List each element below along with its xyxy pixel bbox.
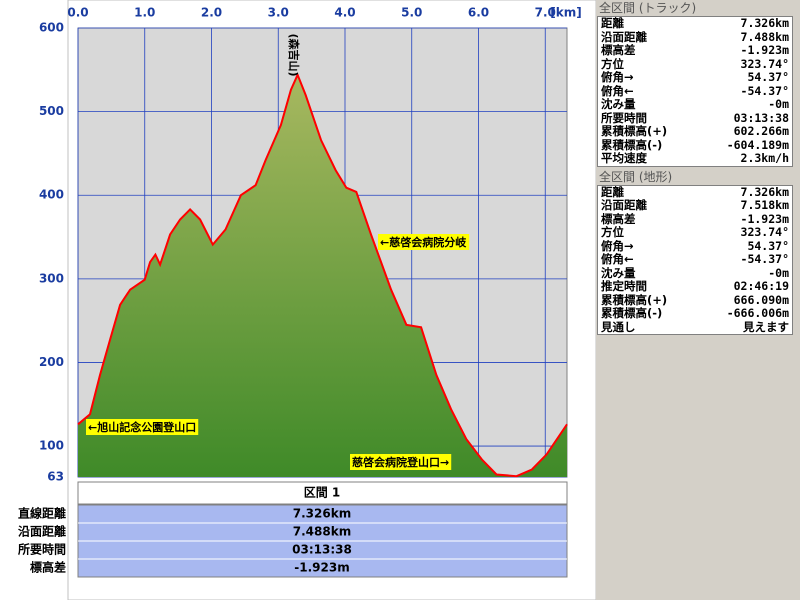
panel-label: 俯角→ — [601, 70, 634, 85]
panel-value: 602.266m — [733, 124, 789, 139]
annotation: 慈啓会病院登山口→ — [352, 455, 449, 469]
panel-label: 俯角← — [601, 252, 634, 267]
panel-value: 54.37° — [747, 238, 789, 253]
panel-label: 距離 — [601, 16, 624, 31]
y-tick-label: 100 — [39, 439, 64, 453]
panel-label: 累積標高(+) — [601, 292, 668, 307]
x-unit: [km] — [550, 6, 581, 20]
panel-label: 標高差 — [601, 211, 636, 226]
panel-label: 所要時間 — [601, 110, 647, 125]
panel-value: 03:13:38 — [733, 110, 789, 125]
panel-value: 2.3km/h — [740, 151, 789, 166]
section-value: 7.488km — [293, 525, 351, 539]
chart: 600 500 400 300 200 100 63 0.0 1.0 2.0 3.0 4.0 5.0 6.… — [0, 0, 596, 600]
panel-value: 666.090m — [733, 292, 789, 307]
y-tick-label: 63 — [47, 470, 64, 484]
panel-value: -54.37° — [740, 252, 789, 267]
panel-label: 俯角← — [601, 83, 634, 98]
panel-value: -604.189m — [726, 137, 789, 152]
x-tick-label: 2.0 — [201, 6, 222, 20]
annotation: ←旭山記念公園登山口 — [88, 420, 196, 434]
side-panel: 全区間 (トラック) 距離 7.326km 沿面距離 7.488km 標高差 -1.923m… — [597, 0, 797, 337]
panel-value: 323.74° — [740, 225, 789, 240]
panel-value: 02:46:19 — [733, 279, 789, 294]
section-header — [77, 481, 568, 505]
panel-value: 323.74° — [740, 56, 789, 71]
panel-value: -1.923m — [740, 43, 789, 58]
section-title: 区間 1 — [304, 486, 341, 500]
x-tick-label: 5.0 — [401, 6, 422, 20]
section-label: 所要時間 — [18, 542, 66, 557]
panel-value: 7.488km — [740, 29, 789, 44]
x-tick-label: 1.0 — [134, 6, 155, 20]
panel-title: 全区間 (地形) — [599, 169, 673, 184]
panel-label: 沿面距離 — [601, 198, 647, 213]
annotation-box — [350, 454, 452, 470]
panel-label: 沈み量 — [601, 97, 636, 112]
section-label: 直線距離 — [18, 506, 66, 521]
peak-label: (森吉山) — [287, 33, 301, 76]
panel-value: 7.518km — [740, 198, 789, 213]
frame — [67, 0, 596, 600]
panel-table: 距離 7.326km 沿面距離 7.518km 標高差 -1.923m 方位 323.74° 俯… — [597, 184, 793, 335]
panel-label: 標高差 — [601, 43, 636, 58]
panel-value: -0m — [768, 265, 789, 280]
y-tick-label: 600 — [39, 21, 64, 35]
elevation-area — [78, 74, 567, 478]
panel-label: 累積標高(+) — [601, 124, 668, 139]
section-value: -1.923m — [294, 561, 349, 575]
elevation-line — [77, 72, 568, 478]
annotation-box — [86, 419, 199, 435]
panel-value: 7.326km — [740, 16, 789, 31]
x-tick-label: 6.0 — [468, 6, 489, 20]
annotation: ←慈啓会病院分岐 — [380, 235, 467, 249]
panel-value: -1.923m — [740, 211, 789, 226]
panel-value: 7.326km — [740, 184, 789, 199]
panel-label: 俯角→ — [601, 238, 634, 253]
panel-label: 方位 — [601, 56, 624, 71]
panel-value: -666.006m — [726, 306, 789, 321]
panel-label: 平均速度 — [601, 151, 647, 166]
panel-value: -0m — [768, 97, 789, 112]
panel-label: 見通し — [601, 319, 636, 334]
panel-label: 沈み量 — [601, 265, 636, 280]
section-label: 沿面距離 — [17, 524, 66, 539]
annotation-box — [378, 234, 470, 250]
x-tick-label: 3.0 — [268, 6, 289, 20]
x-tick-label: 7.0 — [535, 6, 556, 20]
section-label: 標高差 — [30, 560, 66, 575]
section-value: 03:13:38 — [292, 543, 352, 557]
panel-value: 見えます — [743, 319, 789, 334]
section-value: 7.326km — [293, 507, 351, 521]
panel-value: 54.37° — [747, 70, 789, 85]
y-tick-label: 500 — [39, 104, 64, 118]
panel-label: 方位 — [601, 225, 624, 240]
panel-label: 距離 — [601, 184, 624, 199]
panel-table: 距離 7.326km 沿面距離 7.488km 標高差 -1.923m 方位 323.74° 俯… — [597, 16, 793, 167]
panel-label: 累積標高(-) — [601, 306, 663, 321]
panel-label: 沿面距離 — [601, 29, 647, 44]
y-tick-label: 200 — [39, 355, 64, 369]
x-tick-label: 0.0 — [67, 6, 88, 20]
panel-title: 全区間 (トラック) — [599, 1, 697, 15]
panel-label: 推定時間 — [601, 279, 647, 294]
y-tick-label: 400 — [39, 188, 64, 202]
x-tick-label: 4.0 — [334, 6, 355, 20]
y-tick-label: 300 — [39, 271, 64, 285]
panel-value: -54.37° — [740, 83, 789, 98]
panel-label: 累積標高(-) — [601, 137, 663, 152]
